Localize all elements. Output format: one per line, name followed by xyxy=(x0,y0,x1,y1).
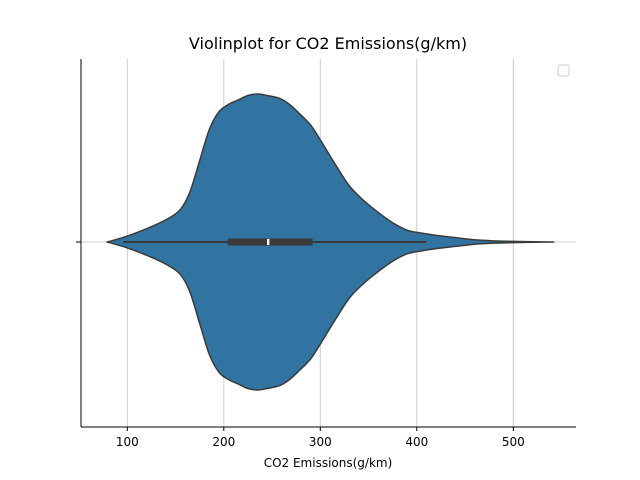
x-tick-label: 200 xyxy=(212,435,235,449)
axes xyxy=(76,59,576,428)
x-axis-label: CO2 Emissions(g/km) xyxy=(264,456,393,470)
x-tick-label: 100 xyxy=(116,435,139,449)
box-layer xyxy=(123,238,427,246)
chart-title: Violinplot for CO2 Emissions(g/km) xyxy=(189,34,467,53)
x-tick-label: 400 xyxy=(405,435,428,449)
median-marker xyxy=(266,239,270,245)
x-ticks: 100 200 300 400 500 xyxy=(116,427,525,449)
iqr-box xyxy=(227,238,313,246)
x-tick-label: 300 xyxy=(309,435,332,449)
x-tick-label: 500 xyxy=(502,435,525,449)
legend-box xyxy=(557,64,570,77)
